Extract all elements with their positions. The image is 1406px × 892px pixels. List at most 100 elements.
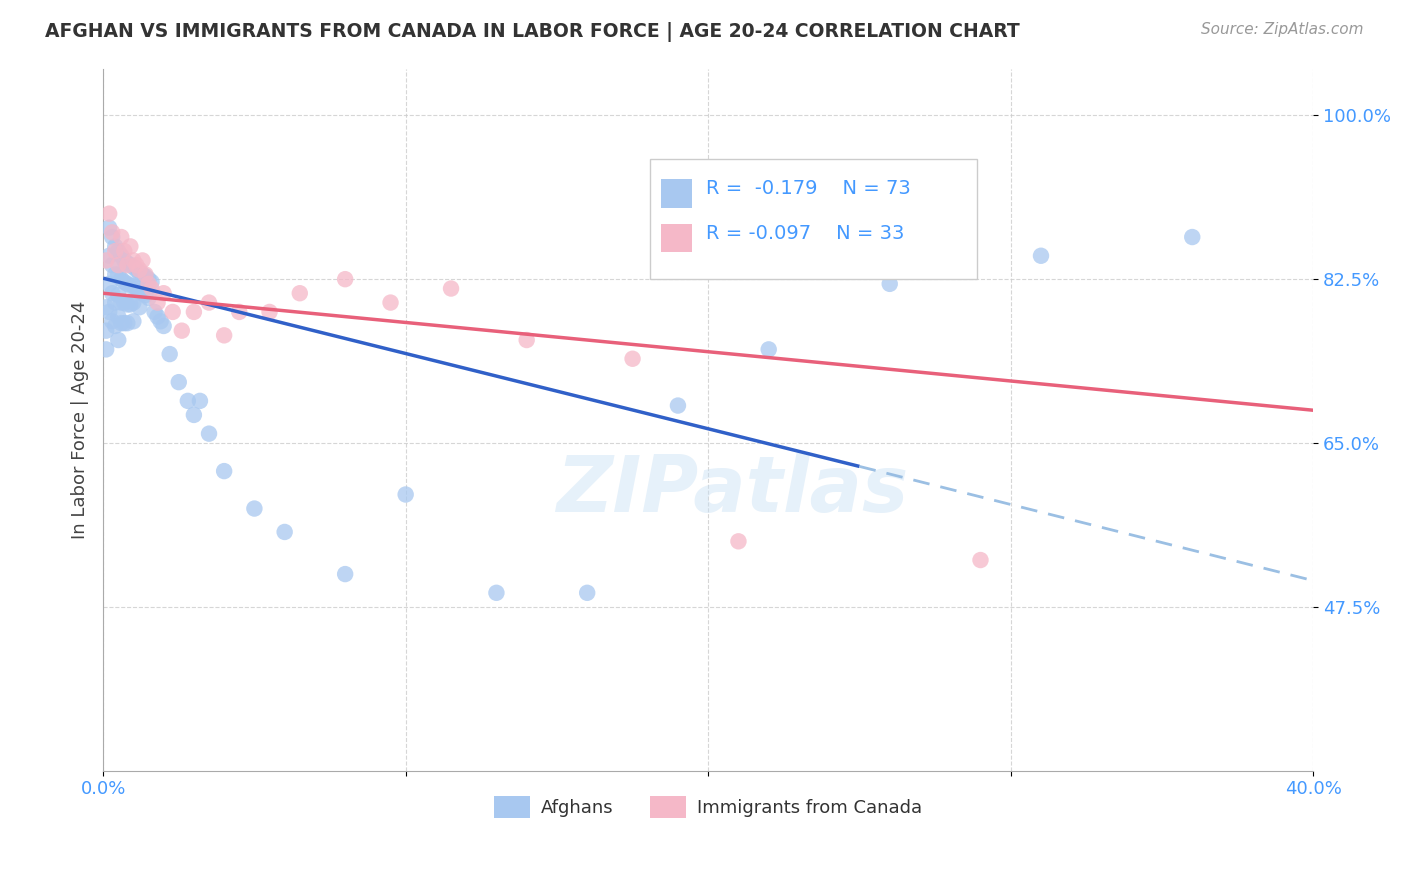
Point: [128, 266, 150, 280]
Point: [110, 316, 132, 330]
Point: [122, 295, 145, 310]
Y-axis label: In Labor Force | Age 20-24: In Labor Force | Age 20-24: [72, 301, 89, 539]
Point: [98, 207, 121, 221]
Text: Source: ZipAtlas.com: Source: ZipAtlas.com: [1201, 22, 1364, 37]
Point: [879, 277, 901, 291]
Point: [152, 318, 174, 333]
Point: [576, 586, 599, 600]
Point: [96, 324, 118, 338]
Point: [128, 300, 150, 314]
Point: [167, 375, 190, 389]
Point: [183, 305, 205, 319]
Point: [101, 258, 124, 272]
Point: [143, 305, 166, 319]
Point: [134, 268, 156, 282]
Point: [96, 253, 118, 268]
Legend: Afghans, Immigrants from Canada: Afghans, Immigrants from Canada: [486, 789, 929, 825]
Point: [228, 305, 250, 319]
Point: [159, 347, 181, 361]
Point: [104, 239, 127, 253]
Point: [96, 300, 118, 314]
Point: [333, 567, 356, 582]
Point: [104, 244, 127, 258]
Point: [117, 297, 139, 311]
Point: [110, 272, 132, 286]
Text: ZIPatlas: ZIPatlas: [557, 452, 908, 528]
Point: [107, 258, 129, 272]
Point: [112, 316, 135, 330]
Point: [125, 262, 148, 277]
Point: [212, 328, 235, 343]
Point: [122, 314, 145, 328]
Point: [141, 281, 163, 295]
Point: [243, 501, 266, 516]
Point: [125, 281, 148, 295]
Point: [98, 305, 121, 319]
Point: [131, 286, 153, 301]
Point: [170, 324, 193, 338]
Point: [198, 426, 221, 441]
Point: [128, 262, 150, 277]
Point: [125, 258, 148, 272]
Point: [969, 553, 991, 567]
Point: [146, 295, 169, 310]
Point: [149, 314, 172, 328]
Point: [259, 305, 281, 319]
Point: [98, 220, 121, 235]
Point: [666, 399, 689, 413]
Point: [188, 393, 211, 408]
Point: [1181, 230, 1204, 244]
Point: [101, 286, 124, 301]
Point: [104, 268, 127, 282]
Point: [101, 230, 124, 244]
Point: [98, 277, 121, 291]
Point: [134, 269, 156, 284]
Point: [333, 272, 356, 286]
Point: [128, 285, 150, 299]
Point: [112, 295, 135, 310]
Point: [117, 277, 139, 291]
Text: R =  -0.179    N = 73: R = -0.179 N = 73: [706, 179, 911, 198]
Point: [120, 278, 142, 293]
Point: [727, 534, 749, 549]
Point: [120, 297, 142, 311]
Point: [273, 524, 295, 539]
Point: [380, 295, 402, 310]
Point: [485, 586, 508, 600]
Point: [758, 343, 780, 357]
Point: [107, 333, 129, 347]
Point: [138, 277, 160, 291]
Point: [288, 286, 311, 301]
Point: [131, 268, 153, 282]
Point: [104, 318, 127, 333]
Point: [212, 464, 235, 478]
Point: [152, 286, 174, 301]
Text: AFGHAN VS IMMIGRANTS FROM CANADA IN LABOR FORCE | AGE 20-24 CORRELATION CHART: AFGHAN VS IMMIGRANTS FROM CANADA IN LABO…: [45, 22, 1019, 42]
Point: [107, 310, 129, 324]
Point: [516, 333, 538, 347]
Point: [112, 253, 135, 268]
Point: [98, 249, 121, 263]
Point: [131, 253, 153, 268]
Point: [110, 295, 132, 310]
Point: [112, 244, 135, 258]
Point: [112, 275, 135, 289]
Point: [395, 487, 418, 501]
Point: [138, 291, 160, 305]
Point: [110, 249, 132, 263]
Text: R = -0.097    N = 33: R = -0.097 N = 33: [706, 224, 904, 243]
Point: [122, 260, 145, 274]
Point: [141, 275, 163, 289]
Point: [117, 256, 139, 270]
Point: [183, 408, 205, 422]
Point: [107, 288, 129, 302]
Point: [101, 314, 124, 328]
Point: [107, 268, 129, 282]
Point: [122, 278, 145, 293]
Point: [134, 288, 156, 302]
Point: [198, 295, 221, 310]
Point: [138, 272, 160, 286]
Point: [177, 393, 200, 408]
Point: [101, 225, 124, 239]
Point: [96, 343, 118, 357]
